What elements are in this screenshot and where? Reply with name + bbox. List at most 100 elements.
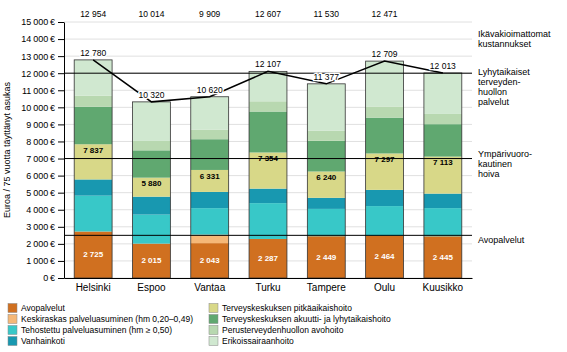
y-tick-mark — [58, 244, 64, 245]
y-tick: 0 € — [43, 273, 64, 283]
marks — [64, 60, 472, 278]
bar — [191, 97, 229, 130]
bar — [366, 118, 404, 154]
y-tick: 10 000 € — [21, 103, 64, 113]
bar — [249, 189, 287, 204]
x-axis: HelsinkiEspooVantaaTurkuTampereOuluKuusi… — [65, 279, 473, 294]
bar — [74, 60, 112, 96]
y-axis-line — [64, 23, 65, 279]
x-tick-label: Helsinki — [76, 282, 111, 293]
y-tick-label: 0 € — [43, 273, 55, 283]
bar — [424, 73, 462, 114]
x-tick: Vantaa — [194, 282, 225, 293]
bar — [132, 141, 170, 150]
plot: 0 €1 000 €2 000 €3 000 €4 000 €5 000 €6 … — [2, 9, 551, 346]
bar — [249, 152, 287, 188]
side-annotation: Ikävakioimattomatkustannukset — [478, 29, 551, 49]
y-tick-mark — [58, 39, 64, 40]
legend-label: Terveyskeskuksen akuutti- ja lyhytaikais… — [222, 314, 391, 324]
y-tick-label: 2 000 € — [26, 239, 55, 249]
y-tick-label: 13 000 € — [21, 52, 55, 62]
bar-outline — [191, 97, 229, 278]
legend-label: Keskiraskas palveluasuminen (hm 0,20–0,4… — [21, 314, 193, 324]
bar — [74, 144, 112, 179]
bar — [74, 107, 112, 145]
bar — [366, 190, 404, 206]
data-label: 11 377 — [314, 72, 340, 82]
legend-item: Vanhainkoti — [8, 336, 65, 346]
bar — [191, 235, 229, 244]
y-tick-mark — [58, 90, 64, 91]
y-tick-mark — [58, 141, 64, 142]
top-annotation: 12 471 — [372, 9, 398, 19]
bar — [424, 157, 462, 194]
legend-swatch — [209, 337, 218, 346]
bar — [424, 124, 462, 156]
bar — [249, 101, 287, 111]
legend-item: Tehostettu palveluasuminen (hm ≥ 0,50) — [8, 325, 172, 335]
data-label: 2 464 — [375, 252, 396, 261]
bar — [307, 84, 345, 131]
x-tick-label: Turku — [255, 282, 280, 293]
bar — [132, 102, 170, 141]
annotation-line: Lyhytaikaiset — [478, 67, 530, 77]
bar — [74, 179, 112, 195]
bar — [307, 236, 345, 278]
annotation: 6 331 — [200, 172, 221, 181]
x-tick: Tampere — [307, 282, 346, 293]
y-tick-mark — [58, 176, 64, 177]
chart: 0 €1 000 €2 000 €3 000 €4 000 €5 000 €6 … — [0, 0, 567, 352]
grid-line — [64, 73, 472, 74]
bar — [249, 112, 287, 153]
annotation-line: hoiva — [478, 169, 500, 179]
bar — [132, 197, 170, 215]
bar — [191, 130, 229, 139]
data-label: 10 320 — [138, 90, 164, 100]
y-tick-mark — [58, 193, 64, 194]
legend: AvopalvelutKeskiraskas palveluasuminen (… — [8, 303, 391, 346]
top-annotation: 10 014 — [138, 9, 164, 19]
bar — [307, 141, 345, 172]
y-tick-label: 8 000 € — [26, 137, 55, 147]
annotation: 7 837 — [83, 146, 104, 155]
y-tick-mark — [58, 73, 64, 74]
y-tick: 3 000 € — [26, 222, 64, 232]
bar — [132, 178, 170, 197]
x-tick: Turku — [255, 282, 280, 293]
bar — [132, 150, 170, 177]
top-annotation: 12 954 — [80, 9, 106, 19]
x-tick: Kuusikko — [423, 282, 464, 293]
y-tick: 1 000 € — [26, 256, 64, 266]
x-tick: Helsinki — [76, 282, 111, 293]
annotation: 7 297 — [375, 155, 396, 164]
bar — [74, 231, 112, 278]
y-tick-label: 4 000 € — [26, 205, 55, 215]
bar — [307, 172, 345, 198]
top-annotation: 9 909 — [199, 9, 221, 19]
legend-item: Terveyskeskuksen akuutti- ja lyhytaikais… — [209, 314, 391, 324]
bar-outline — [424, 73, 462, 278]
side-annotation: Lyhytaikaisetterveyden-huollonpalvelut — [478, 67, 530, 107]
legend-item: Erikoissairaanhoito — [209, 336, 294, 346]
grid — [64, 22, 472, 278]
y-tick: 2 000 € — [26, 239, 64, 249]
bar — [132, 244, 170, 278]
y-tick: 14 000 € — [21, 34, 64, 44]
y-tick-mark — [58, 22, 64, 23]
data-label: 12 780 — [80, 48, 106, 58]
y-axis-title: Euroa / 75 vuotta täyttänyt asukas — [2, 81, 12, 218]
y-tick-label: 12 000 € — [21, 69, 55, 79]
bar — [74, 96, 112, 107]
x-tick-label: Oulu — [374, 282, 395, 293]
bar-outline — [132, 102, 170, 278]
bar-outline — [249, 71, 287, 278]
legend-label: Tehostettu palveluasuminen (hm ≥ 0,50) — [21, 325, 172, 335]
reference-line — [64, 235, 472, 236]
bar — [307, 198, 345, 209]
data-label: 12 013 — [430, 61, 456, 71]
line — [93, 60, 443, 102]
bar — [307, 209, 345, 236]
bar — [424, 208, 462, 236]
legend-item: Perusterveydenhuollon avohoito — [209, 325, 344, 335]
annotation: 7 354 — [258, 154, 279, 163]
